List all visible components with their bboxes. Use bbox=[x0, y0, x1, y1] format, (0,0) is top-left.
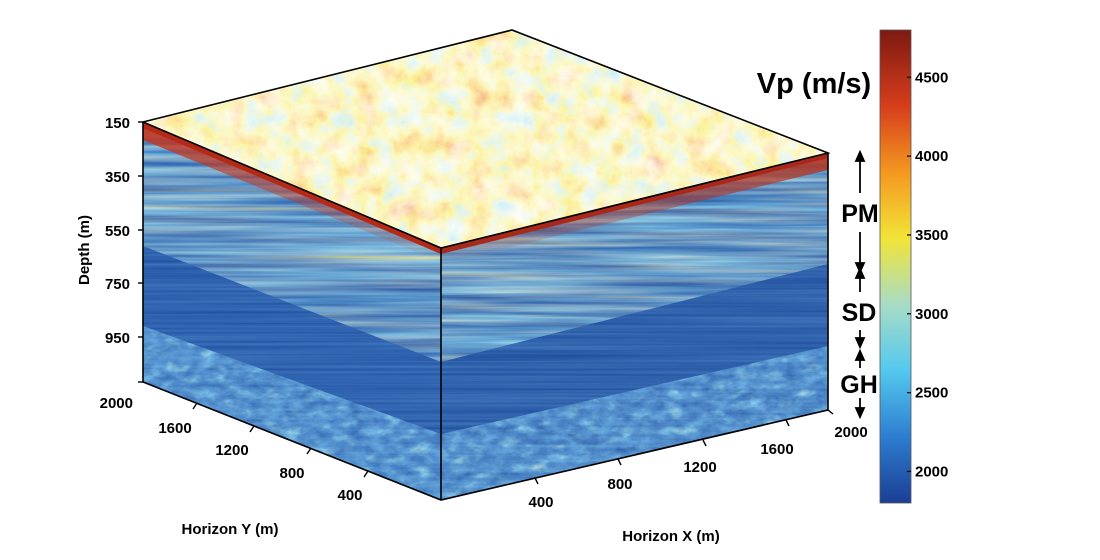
horizon-y-tick-800: 800 bbox=[279, 465, 304, 482]
horizon-y-axis-title: Horizon Y (m) bbox=[182, 521, 279, 538]
horizon-x-tick-1200: 1200 bbox=[683, 459, 716, 476]
depth-tick-2000: 2000 bbox=[100, 395, 133, 412]
colorbar-tick-3500: 3500 bbox=[915, 227, 948, 244]
colorbar-title: Vp (m/s) bbox=[757, 68, 871, 100]
zone-annotations: PM SD GH bbox=[840, 149, 879, 420]
depth-axis-ticks bbox=[138, 121, 143, 383]
colorbar-tick-3000: 3000 bbox=[915, 306, 948, 323]
horizon-y-tick-1600: 1600 bbox=[158, 420, 191, 437]
colorbar-gradient bbox=[879, 29, 912, 504]
horizon-x-axis-title: Horizon X (m) bbox=[622, 528, 720, 545]
horizon-y-tick-1200: 1200 bbox=[215, 442, 248, 459]
depth-tick-350: 350 bbox=[105, 169, 130, 186]
depth-tick-550: 550 bbox=[105, 223, 130, 240]
depth-tick-150: 150 bbox=[105, 115, 130, 132]
cube-edges bbox=[140, 29, 831, 501]
horizon-x-tick-400: 400 bbox=[528, 494, 553, 511]
horizon-y-axis: 1600 1200 800 400 Horizon Y (m) bbox=[158, 402, 369, 538]
depth-tick-750: 750 bbox=[105, 276, 130, 293]
horizon-x-axis-ticks bbox=[534, 409, 834, 485]
zone-label-gh: GH bbox=[840, 371, 878, 399]
horizon-y-axis-ticks bbox=[192, 402, 369, 478]
depth-tick-950: 950 bbox=[105, 330, 130, 347]
colorbar-tick-2000: 2000 bbox=[915, 463, 948, 480]
velocity-cube bbox=[140, 29, 831, 501]
zone-label-pm: PM bbox=[841, 200, 879, 228]
horizon-y-tick-400: 400 bbox=[337, 487, 362, 504]
zone-arrows bbox=[854, 149, 866, 420]
colorbar-tick-4500: 4500 bbox=[915, 69, 948, 86]
colorbar-ticks: 2000 2500 3000 3500 4000 4500 bbox=[907, 69, 948, 480]
colorbar: 2000 2500 3000 3500 4000 4500 Vp (m/s) bbox=[757, 29, 948, 504]
colorbar-tick-4000: 4000 bbox=[915, 148, 948, 165]
horizon-x-tick-1600: 1600 bbox=[760, 441, 793, 458]
colorbar-tick-2500: 2500 bbox=[915, 385, 948, 402]
horizon-x-axis: 400 800 1200 1600 2000 Horizon X (m) bbox=[528, 409, 868, 545]
horizon-x-tick-800: 800 bbox=[607, 476, 632, 493]
zone-label-sd: SD bbox=[842, 299, 877, 327]
horizon-x-tick-2000: 2000 bbox=[834, 424, 867, 441]
depth-axis: 150 350 550 750 950 2000 Depth (m) bbox=[76, 115, 143, 412]
depth-axis-title: Depth (m) bbox=[76, 215, 93, 285]
